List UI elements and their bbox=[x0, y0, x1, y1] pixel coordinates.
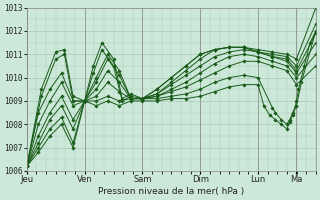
X-axis label: Pression niveau de la mer( hPa ): Pression niveau de la mer( hPa ) bbox=[98, 187, 244, 196]
